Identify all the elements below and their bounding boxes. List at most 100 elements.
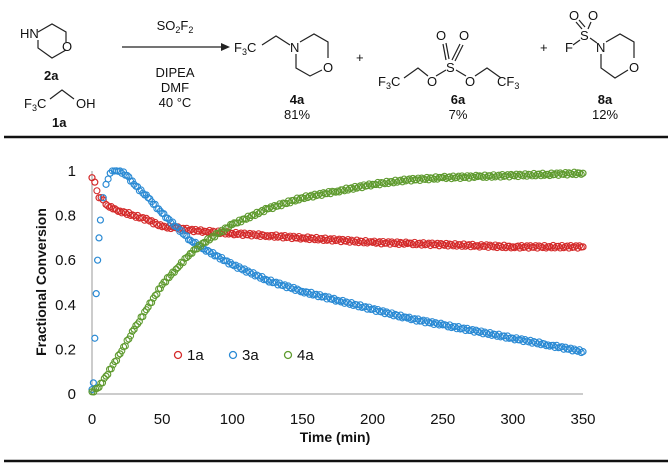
data-point bbox=[477, 241, 485, 249]
data-point bbox=[160, 210, 168, 218]
f3c-group: F3C bbox=[234, 40, 256, 57]
data-point bbox=[574, 347, 582, 355]
data-point bbox=[342, 184, 350, 192]
data-point bbox=[207, 234, 215, 242]
data-point bbox=[125, 173, 133, 181]
data-point bbox=[551, 244, 559, 252]
y-tick-label: 0.8 bbox=[55, 208, 76, 225]
data-point bbox=[363, 239, 371, 247]
atom-s: S bbox=[446, 60, 455, 75]
data-point bbox=[162, 278, 170, 286]
data-point bbox=[139, 189, 147, 197]
data-point bbox=[579, 243, 587, 251]
atom-o: O bbox=[459, 28, 469, 43]
data-point bbox=[365, 180, 373, 188]
data-point bbox=[163, 224, 171, 232]
data-point bbox=[551, 343, 559, 352]
data-point bbox=[265, 205, 273, 213]
temperature: 40 °C bbox=[159, 95, 192, 110]
data-point bbox=[177, 226, 185, 235]
x-tick-label: 100 bbox=[220, 411, 245, 428]
data-point bbox=[256, 232, 264, 241]
data-point bbox=[244, 231, 252, 239]
data-point bbox=[246, 268, 254, 276]
data-point bbox=[490, 171, 498, 179]
data-point bbox=[311, 190, 319, 198]
structure-6a: F3C O S O O O CF3 6a 7% bbox=[378, 28, 519, 122]
compound-label-1a: 1a bbox=[52, 115, 67, 130]
data-point bbox=[340, 299, 349, 307]
data-point bbox=[360, 181, 368, 189]
data-point bbox=[563, 171, 571, 179]
data-point bbox=[453, 325, 461, 333]
data-point bbox=[128, 327, 136, 335]
data-point bbox=[449, 172, 457, 180]
data-point bbox=[393, 178, 401, 186]
yield-4a: 81% bbox=[284, 107, 310, 122]
data-point bbox=[354, 303, 363, 311]
data-point bbox=[516, 336, 524, 344]
data-point bbox=[139, 313, 147, 321]
data-point bbox=[528, 339, 536, 347]
data-point bbox=[395, 313, 403, 321]
data-point bbox=[423, 317, 431, 325]
data-point bbox=[432, 319, 440, 327]
data-point bbox=[472, 326, 480, 334]
data-point bbox=[435, 321, 443, 329]
data-point bbox=[253, 232, 261, 240]
data-point bbox=[556, 169, 564, 177]
data-point bbox=[488, 331, 496, 339]
data-point bbox=[493, 244, 501, 252]
data-point bbox=[351, 238, 359, 246]
data-point bbox=[347, 184, 356, 192]
reaction-scheme: HN O 2a F3C OH 1a SO2F2 DIPEA DMF 40 °C … bbox=[20, 8, 639, 130]
data-point bbox=[297, 235, 305, 243]
data-point bbox=[248, 232, 256, 240]
data-point bbox=[263, 232, 271, 240]
data-point bbox=[141, 308, 149, 316]
data-point bbox=[92, 290, 100, 298]
data-point bbox=[256, 208, 264, 216]
data-point bbox=[532, 172, 540, 180]
data-point bbox=[475, 328, 484, 337]
data-point bbox=[305, 290, 313, 298]
data-point bbox=[542, 244, 550, 252]
data-point bbox=[204, 235, 212, 243]
data-point bbox=[565, 345, 573, 353]
data-point bbox=[440, 172, 449, 180]
data-point bbox=[123, 336, 131, 344]
data-point bbox=[328, 295, 336, 303]
data-point bbox=[183, 254, 191, 262]
data-point bbox=[128, 177, 136, 185]
data-point bbox=[91, 334, 99, 342]
data-point bbox=[265, 278, 273, 286]
y-axis-label: Fractional Conversion bbox=[33, 208, 49, 356]
data-point bbox=[283, 284, 291, 292]
data-point bbox=[400, 175, 408, 183]
data-point bbox=[123, 210, 131, 218]
data-point bbox=[130, 325, 138, 333]
data-point bbox=[433, 320, 442, 328]
y-tick-label: 0.2 bbox=[55, 341, 76, 358]
data-point bbox=[461, 326, 470, 335]
data-point bbox=[442, 174, 450, 183]
data-point bbox=[502, 334, 510, 342]
data-point bbox=[519, 338, 527, 346]
data-point bbox=[486, 241, 494, 249]
data-point bbox=[281, 232, 289, 240]
data-point bbox=[121, 208, 129, 217]
data-point bbox=[132, 321, 140, 330]
atom-o: O bbox=[588, 8, 598, 23]
data-point bbox=[339, 235, 347, 243]
data-point bbox=[302, 192, 310, 200]
data-point bbox=[405, 175, 413, 183]
data-point bbox=[295, 286, 303, 294]
plus-sign: + bbox=[356, 50, 364, 65]
data-point bbox=[255, 272, 263, 280]
structure-2a: HN O 2a bbox=[20, 23, 72, 83]
legend-marker-1a bbox=[173, 350, 183, 360]
yield-8a: 12% bbox=[592, 107, 618, 122]
structure-8a: O O S F N O 8a 12% bbox=[565, 8, 639, 122]
data-point bbox=[302, 235, 310, 243]
data-point bbox=[130, 180, 138, 188]
